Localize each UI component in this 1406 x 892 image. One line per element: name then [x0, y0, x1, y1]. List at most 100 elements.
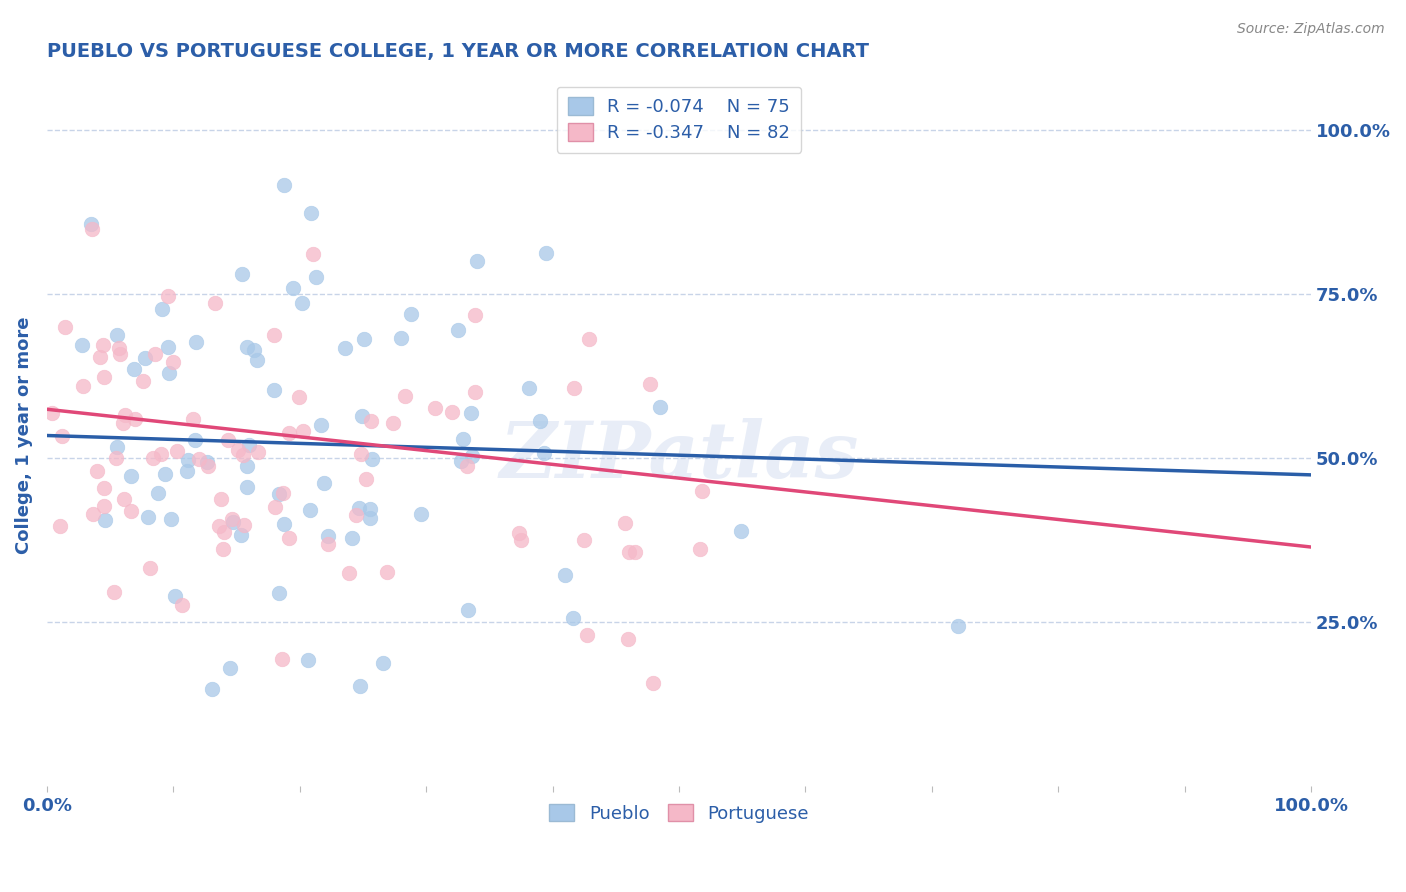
- Point: [228, 442, 250, 457]
- Point: [122, 362, 145, 376]
- Point: [617, 632, 640, 647]
- Point: [209, 492, 232, 507]
- Point: [409, 507, 432, 521]
- Point: [94, 513, 117, 527]
- Point: [450, 454, 472, 468]
- Point: [359, 502, 381, 516]
- Point: [155, 467, 177, 482]
- Point: [574, 533, 596, 547]
- Point: [394, 389, 416, 403]
- Point: [578, 333, 600, 347]
- Point: [80, 217, 103, 231]
- Point: [314, 475, 336, 490]
- Point: [562, 381, 585, 395]
- Point: [247, 445, 270, 459]
- Point: [103, 584, 125, 599]
- Point: [361, 452, 384, 467]
- Point: [347, 500, 370, 515]
- Point: [120, 469, 142, 483]
- Point: [51, 428, 73, 442]
- Point: [142, 450, 165, 465]
- Point: [120, 503, 142, 517]
- Point: [212, 524, 235, 539]
- Point: [188, 451, 211, 466]
- Point: [231, 527, 253, 541]
- Point: [235, 480, 257, 494]
- Point: [160, 512, 183, 526]
- Point: [55, 319, 77, 334]
- Point: [299, 206, 322, 220]
- Point: [152, 301, 174, 316]
- Point: [232, 448, 254, 462]
- Point: [41, 406, 63, 420]
- Point: [619, 545, 641, 559]
- Point: [267, 586, 290, 600]
- Point: [730, 524, 752, 538]
- Point: [156, 340, 179, 354]
- Point: [183, 434, 205, 448]
- Point: [132, 374, 155, 388]
- Point: [218, 661, 240, 675]
- Point: [93, 499, 115, 513]
- Point: [292, 424, 315, 438]
- Point: [382, 416, 405, 430]
- Point: [349, 679, 371, 693]
- Point: [508, 525, 530, 540]
- Point: [517, 381, 540, 395]
- Point: [184, 334, 207, 349]
- Point: [181, 411, 204, 425]
- Point: [217, 433, 239, 447]
- Point: [342, 531, 364, 545]
- Text: PUEBLO VS PORTUGUESE COLLEGE, 1 YEAR OR MORE CORRELATION CHART: PUEBLO VS PORTUGUESE COLLEGE, 1 YEAR OR …: [46, 42, 869, 61]
- Point: [143, 346, 166, 360]
- Point: [70, 338, 93, 352]
- Point: [238, 438, 260, 452]
- Point: [333, 341, 356, 355]
- Point: [464, 308, 486, 322]
- Point: [641, 676, 664, 690]
- Point: [464, 385, 486, 400]
- Point: [529, 414, 551, 428]
- Point: [124, 412, 146, 426]
- Point: [689, 541, 711, 556]
- Point: [946, 619, 969, 633]
- Point: [350, 447, 373, 461]
- Point: [353, 333, 375, 347]
- Point: [360, 414, 382, 428]
- Text: ZIPatlas: ZIPatlas: [499, 418, 859, 495]
- Point: [221, 515, 243, 529]
- Y-axis label: College, 1 year or more: College, 1 year or more: [15, 317, 32, 554]
- Point: [271, 486, 294, 500]
- Point: [278, 425, 301, 440]
- Point: [72, 379, 94, 393]
- Point: [270, 651, 292, 665]
- Point: [108, 347, 131, 361]
- Point: [105, 440, 128, 454]
- Point: [246, 352, 269, 367]
- Point: [650, 400, 672, 414]
- Point: [139, 561, 162, 575]
- Point: [235, 458, 257, 473]
- Point: [297, 653, 319, 667]
- Point: [346, 508, 368, 522]
- Point: [337, 566, 360, 580]
- Point: [156, 289, 179, 303]
- Point: [305, 270, 328, 285]
- Point: [460, 406, 482, 420]
- Point: [165, 589, 187, 603]
- Point: [316, 529, 339, 543]
- Point: [80, 222, 103, 236]
- Point: [134, 351, 156, 365]
- Point: [86, 464, 108, 478]
- Point: [89, 351, 111, 365]
- Point: [278, 531, 301, 545]
- Point: [451, 432, 474, 446]
- Point: [575, 627, 598, 641]
- Point: [690, 483, 713, 498]
- Point: [136, 509, 159, 524]
- Point: [309, 418, 332, 433]
- Point: [273, 178, 295, 192]
- Point: [177, 453, 200, 467]
- Point: [447, 323, 470, 337]
- Point: [264, 500, 287, 514]
